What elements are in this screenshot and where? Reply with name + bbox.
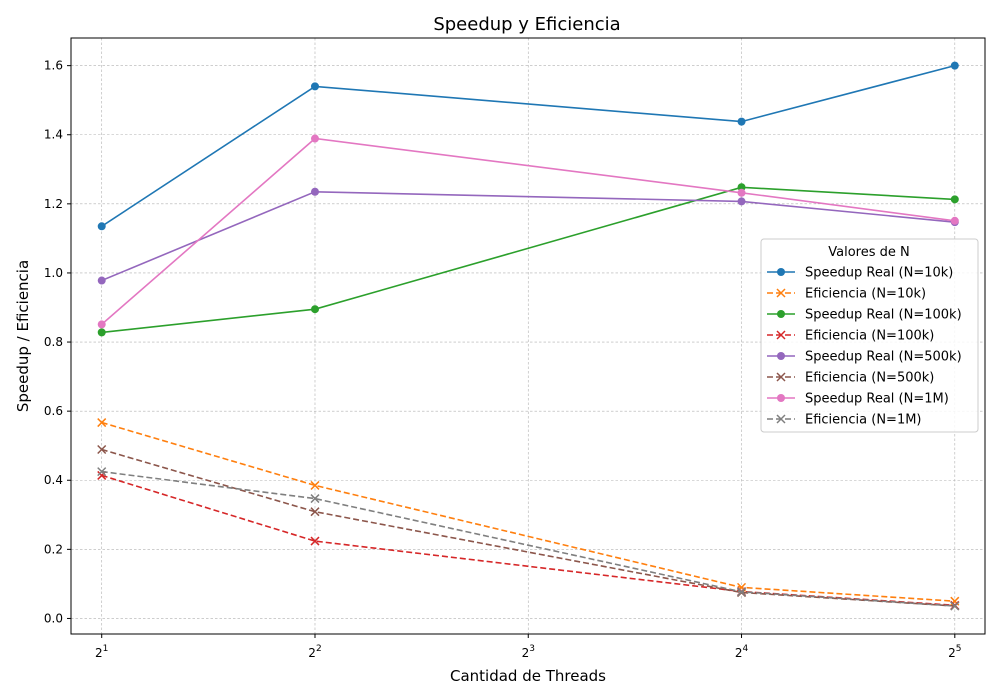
data-point [950,61,959,70]
series-path [101,137,955,326]
data-point [310,82,319,91]
series-line [97,134,959,329]
data-point [310,134,319,143]
legend-item: Speedup Real (N=1M) [767,392,949,407]
marker-stroke [776,330,786,340]
y-tick-label: 0.2 [44,542,63,556]
legend-label: Eficiencia (N=10k) [805,287,926,302]
series-path [101,448,955,607]
legend-item: Eficiencia (N=1M) [767,413,922,428]
legend-label: Speedup Real (N=10k) [805,266,953,281]
legend-item: Speedup Real (N=500k) [767,350,962,365]
legend-item: Eficiencia (N=10k) [767,287,926,302]
x-axis-label: Cantidad de Threads [450,667,606,685]
series-path [101,421,955,602]
data-point [97,328,106,337]
data-point [776,414,786,424]
data-point [310,187,319,196]
marker-stroke [310,507,320,517]
data-point [776,372,786,382]
data-point [97,320,106,329]
data-point [776,330,786,340]
series-path [101,186,955,334]
data-point [777,310,785,318]
marker-stroke [736,587,747,597]
y-tick-label: 0.6 [44,404,63,418]
legend-label: Eficiencia (N=1M) [805,413,922,428]
legend-frame [760,238,979,433]
legend-item: Eficiencia (N=500k) [767,371,934,386]
y-axis-label: Speedup / Eficiencia [14,260,32,412]
data-point [736,587,747,597]
data-point [737,188,746,197]
data-point [777,268,785,276]
marker-stroke [776,288,786,298]
y-tick-label: 0.4 [44,473,63,487]
series-line [97,187,959,285]
y-tick-label: 1.4 [44,128,63,142]
data-point [97,467,107,477]
marker-stroke [776,414,786,424]
data-point [310,480,320,490]
data-point [97,222,106,231]
series-path [101,470,955,607]
x-tick-label: 24 [735,644,749,660]
data-point [737,197,746,206]
y-tick-label: 0.8 [44,335,63,349]
legend-label: Speedup Real (N=100k) [805,308,962,323]
series-line [97,61,959,231]
data-point [310,494,320,504]
marker-stroke [97,418,107,428]
marker-stroke [310,536,320,546]
legend-item: Speedup Real (N=10k) [767,266,953,281]
legend-title: Valores de N [828,245,910,260]
marker-stroke [776,372,786,382]
series-path [101,190,955,282]
data-point [97,418,107,428]
y-axis: 0.0 0.2 0.4 0.6 0.8 1.0 1.2 1.4 1.6 [44,59,71,625]
legend-label: Eficiencia (N=100k) [805,329,934,344]
marker-stroke [310,494,320,504]
data-point [777,394,785,402]
chart-title: Speedup y Eficiencia [433,14,620,35]
legend-label: Speedup Real (N=500k) [805,350,962,365]
data-point [950,601,960,611]
legend-item: Speedup Real (N=100k) [767,308,962,323]
data-point [737,117,746,126]
data-point [776,288,786,298]
marker-stroke [97,444,107,455]
marker-stroke [310,480,320,490]
series-line [97,467,960,611]
data-point [97,276,106,285]
marker-stroke [950,601,960,611]
y-tick-label: 1.6 [44,59,63,73]
legend-item: Eficiencia (N=100k) [767,329,934,344]
x-tick-label: 25 [948,644,961,660]
series-path [101,64,956,227]
legend: Valores de N Speedup Real (N=10k) Eficien… [760,238,979,433]
y-tick-label: 1.2 [44,197,63,211]
series-line [97,418,960,606]
data-point [97,444,107,455]
data-point [950,195,959,204]
legend-label: Speedup Real (N=1M) [805,392,949,407]
x-tick-label: 23 [522,644,535,660]
x-tick-label: 21 [95,644,108,660]
series-group [97,61,960,611]
y-tick-label: 1.0 [44,266,63,280]
y-tick-label: 0.0 [44,611,63,625]
data-point [310,507,320,517]
marker-stroke [97,467,107,477]
x-axis: 21 22 23 24 25 [95,634,961,660]
data-point [737,183,746,192]
series-line [97,183,959,337]
x-tick-label: 22 [308,644,321,660]
data-point [777,352,785,360]
data-point [310,536,320,546]
data-point [950,216,959,225]
data-point [310,305,319,314]
legend-label: Eficiencia (N=500k) [805,371,934,386]
